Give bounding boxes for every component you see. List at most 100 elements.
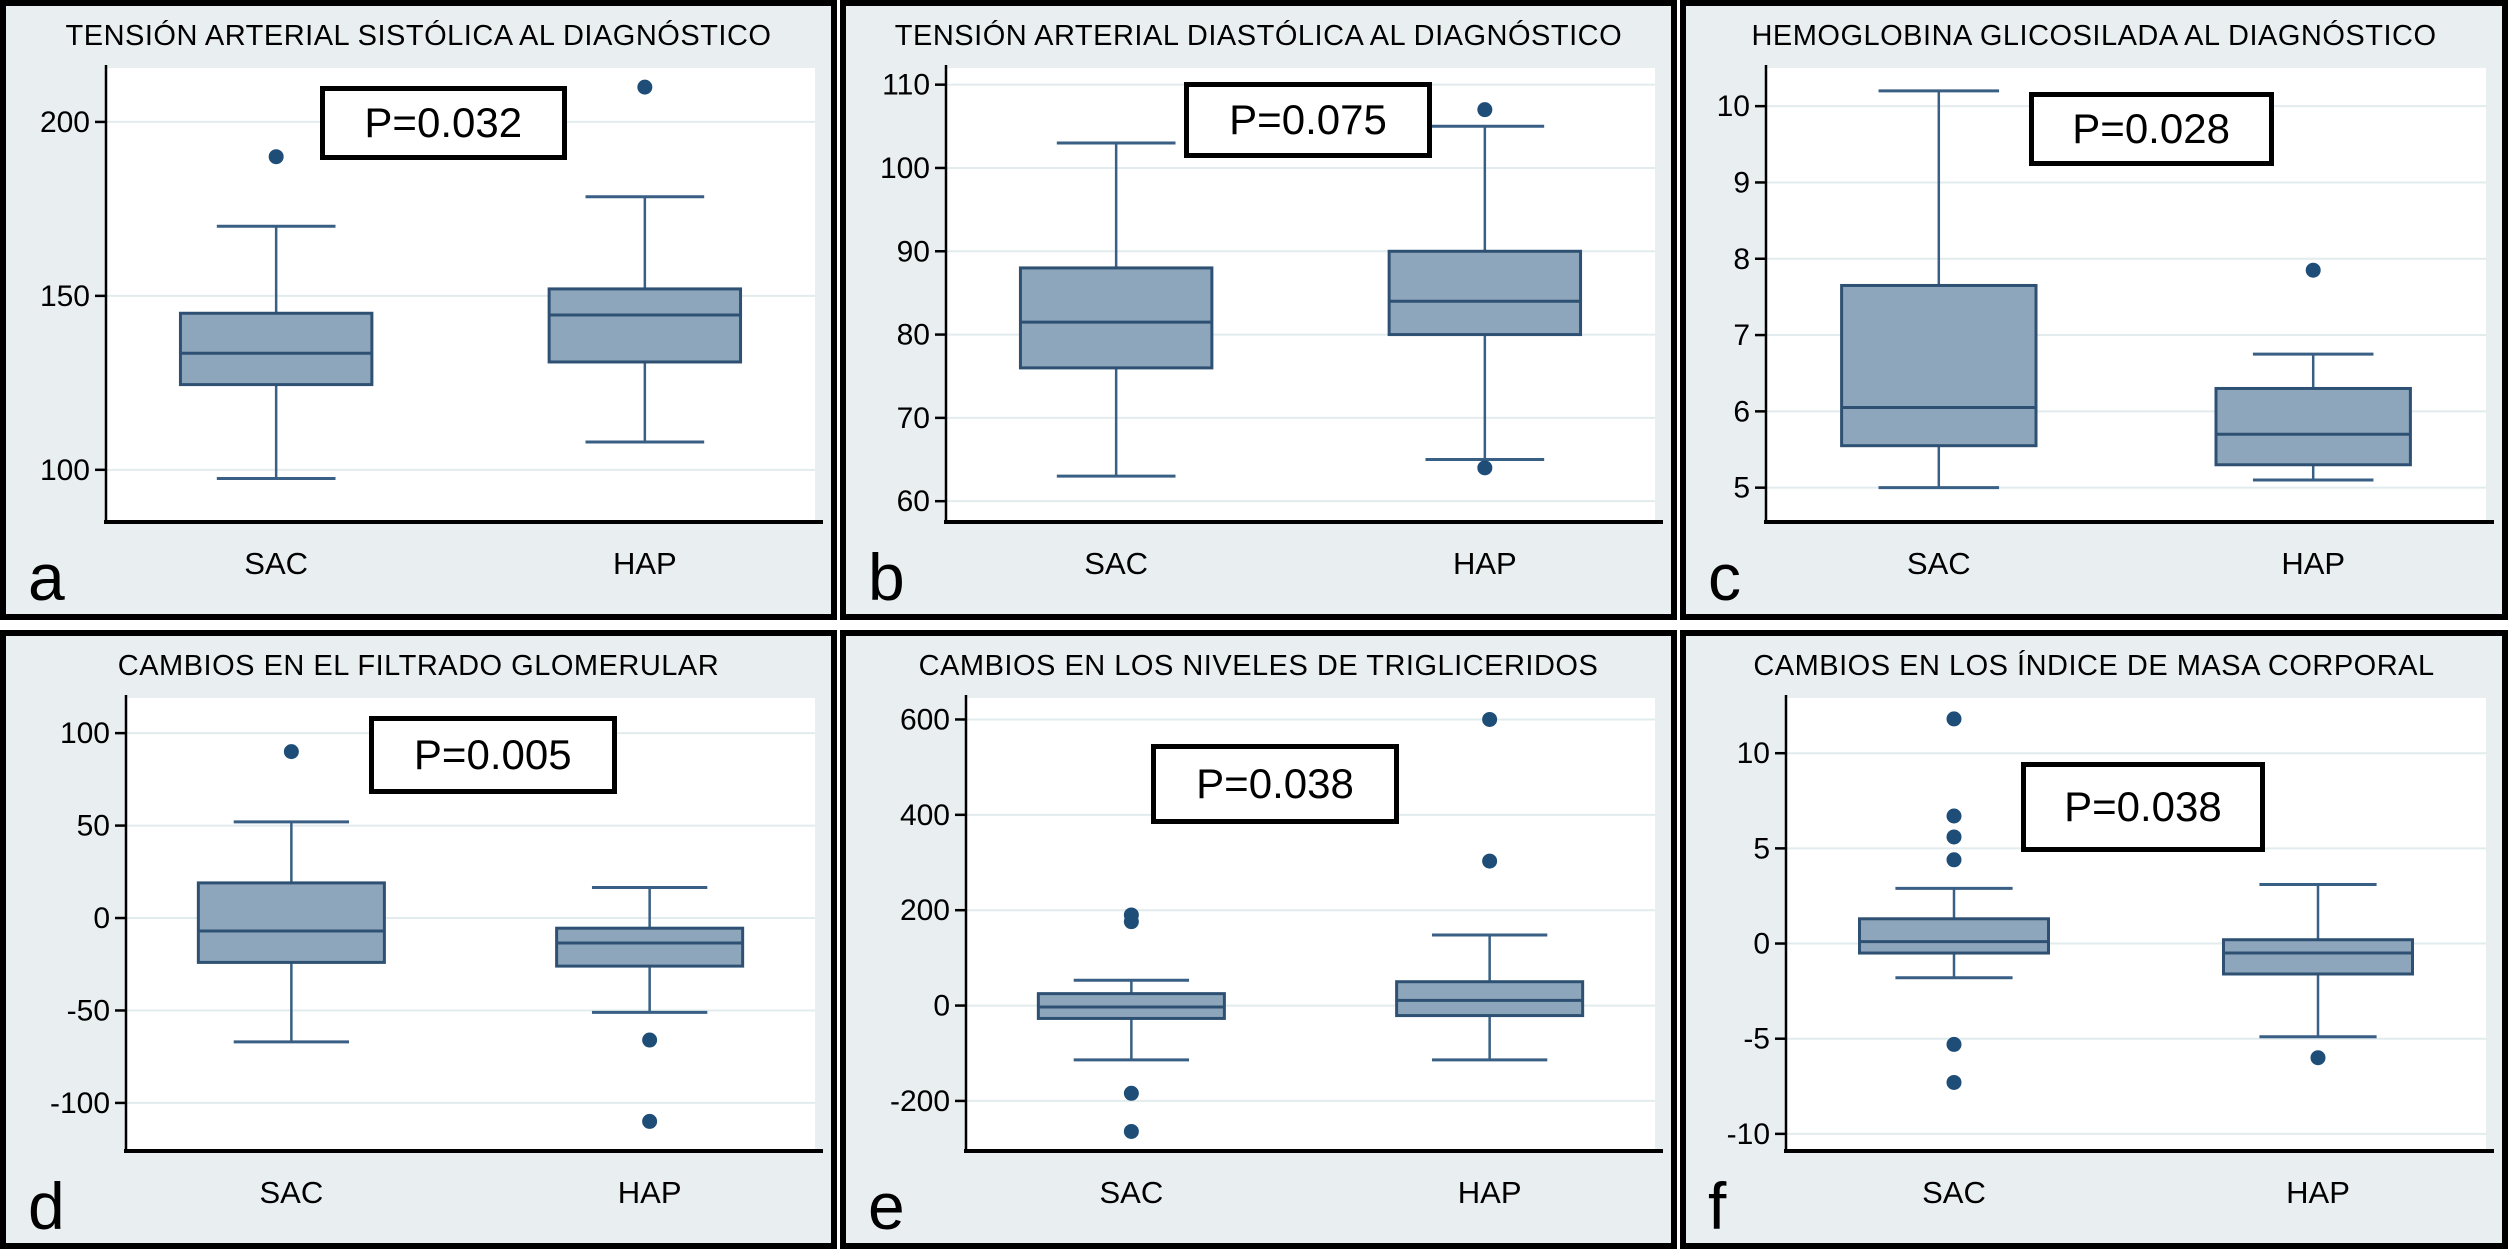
y-tick-label: 9 <box>1733 166 1750 199</box>
outlier-dot <box>2310 1050 2326 1066</box>
outlier-dot <box>1946 829 1962 845</box>
panel-title: CAMBIOS EN LOS ÍNDICE DE MASA CORPORAL <box>1753 650 2435 682</box>
y-tick-label: 80 <box>897 319 930 352</box>
x-category-label: SAC <box>259 1175 323 1210</box>
y-tick-label: 10 <box>1737 737 1770 770</box>
panel-d: CAMBIOS EN EL FILTRADO GLOMERULAR 100 50 0… <box>0 630 837 1249</box>
y-tick-label: -100 <box>50 1087 110 1120</box>
y-tick-label: 10 <box>1717 90 1750 123</box>
p-value-box: P=0.075 <box>1184 82 1432 158</box>
panel-f: CAMBIOS EN LOS ÍNDICE DE MASA CORPORAL 1… <box>1680 630 2508 1249</box>
panel-e: CAMBIOS EN LOS NIVELES DE TRIGLICERIDOS … <box>840 630 1677 1249</box>
outlier-dot <box>1477 102 1493 118</box>
p-value-box: P=0.038 <box>1151 744 1399 824</box>
x-category-label: SAC <box>244 546 308 581</box>
y-tick-label: 600 <box>900 703 950 736</box>
p-value-label: P=0.038 <box>2064 783 2222 830</box>
iqr-box <box>2222 938 2414 976</box>
y-tick-label: -50 <box>67 994 110 1027</box>
panel-letter: e <box>868 1169 905 1243</box>
p-value-box: P=0.005 <box>369 716 617 794</box>
y-tick-label: 200 <box>40 106 90 139</box>
outlier-dot <box>2305 262 2321 278</box>
panel-c: HEMOGLOBINA GLICOSILADA AL DIAGNÓSTICO 1… <box>1680 0 2508 620</box>
outlier-dot <box>642 1113 658 1129</box>
y-tick-label: 60 <box>897 485 930 518</box>
outlier-dot <box>1123 1085 1139 1101</box>
x-category-label: HAP <box>613 546 677 581</box>
outlier-dot <box>1946 1036 1962 1052</box>
y-tick-label: -200 <box>890 1085 950 1118</box>
panel-b: TENSIÓN ARTERIAL DIASTÓLICA AL DIAGNÓSTI… <box>840 0 1677 620</box>
y-tick-label: 100 <box>40 454 90 487</box>
p-value-label: P=0.005 <box>413 731 572 778</box>
x-category-label: SAC <box>1099 1175 1163 1210</box>
boxplot-canvas: 10 5 0 -5 -10 SAC HAP <box>1727 695 2494 1210</box>
panel-a: TENSIÓN ARTERIAL SISTÓLICA AL DIAGNÓSTIC… <box>0 0 837 620</box>
panel-letter: f <box>1708 1169 1727 1243</box>
panel-letter: d <box>28 1169 65 1243</box>
iqr-box <box>2214 386 2412 467</box>
panel-letter: b <box>868 540 905 614</box>
iqr-box <box>1395 980 1585 1018</box>
y-tick-label: 0 <box>93 902 110 935</box>
iqr-box <box>1858 917 2050 955</box>
x-category-label: HAP <box>618 1175 682 1210</box>
outlier-dot <box>642 1032 658 1048</box>
y-tick-label: 0 <box>1753 928 1770 961</box>
y-tick-label: 6 <box>1733 395 1750 428</box>
p-value-box: P=0.038 <box>2020 762 2266 852</box>
boxplot-canvas: 600 400 200 0 -200 SAC HAP <box>890 695 1663 1210</box>
y-tick-label: 0 <box>933 990 950 1023</box>
y-tick-label: 150 <box>40 280 90 313</box>
outlier-dot <box>1946 852 1962 868</box>
outlier-dot <box>1123 914 1139 930</box>
p-value-box: P=0.028 <box>2028 92 2274 166</box>
x-category-label: HAP <box>1458 1175 1522 1210</box>
y-tick-label: -5 <box>1743 1023 1770 1056</box>
outlier-dot <box>1946 808 1962 824</box>
boxplot-canvas: 110 100 90 80 70 60 SAC HAP <box>880 65 1663 581</box>
y-tick-label: 100 <box>880 152 930 185</box>
y-tick-label: 5 <box>1733 472 1750 505</box>
x-category-label: SAC <box>1084 546 1148 581</box>
outlier-dot <box>1123 1123 1139 1139</box>
y-tick-label: 8 <box>1733 243 1750 276</box>
p-value-label: P=0.075 <box>1229 96 1387 143</box>
y-tick-label: 7 <box>1733 319 1750 352</box>
iqr-box <box>1387 249 1583 337</box>
p-value-label: P=0.032 <box>364 99 523 146</box>
outlier-dot <box>283 744 299 760</box>
y-tick-label: 200 <box>900 894 950 927</box>
y-tick-label: 110 <box>882 69 930 102</box>
p-value-label: P=0.038 <box>1196 760 1354 807</box>
y-tick-label: 90 <box>897 235 930 268</box>
panel-letter: c <box>1708 540 1741 614</box>
panel-title: TENSIÓN ARTERIAL DIASTÓLICA AL DIAGNÓSTI… <box>894 20 1623 52</box>
y-tick-label: 70 <box>897 402 930 435</box>
outlier-dot <box>637 79 653 95</box>
outlier-dot <box>1482 853 1498 869</box>
iqr-box <box>547 287 743 364</box>
p-value-box: P=0.032 <box>319 86 567 160</box>
panel-letter: a <box>28 540 65 614</box>
outlier-dot <box>1477 460 1493 476</box>
outlier-dot <box>1482 711 1498 727</box>
y-tick-label: -10 <box>1727 1118 1770 1151</box>
iqr-box <box>196 881 386 964</box>
panel-title: HEMOGLOBINA GLICOSILADA AL DIAGNÓSTICO <box>1751 20 2437 52</box>
x-category-label: HAP <box>1453 546 1517 581</box>
iqr-box <box>178 311 374 387</box>
y-tick-label: 400 <box>900 799 950 832</box>
outlier-dot <box>1946 1074 1962 1090</box>
x-category-label: SAC <box>1907 546 1971 581</box>
x-category-label: HAP <box>2281 546 2345 581</box>
y-tick-label: 100 <box>60 717 110 750</box>
outlier-dot <box>268 149 284 165</box>
y-tick-label: 5 <box>1753 832 1770 865</box>
outlier-dot <box>1946 711 1962 727</box>
x-category-label: HAP <box>2286 1175 2350 1210</box>
iqr-box <box>1018 266 1214 370</box>
p-value-label: P=0.028 <box>2072 105 2230 152</box>
panel-title: CAMBIOS EN EL FILTRADO GLOMERULAR <box>117 650 720 682</box>
